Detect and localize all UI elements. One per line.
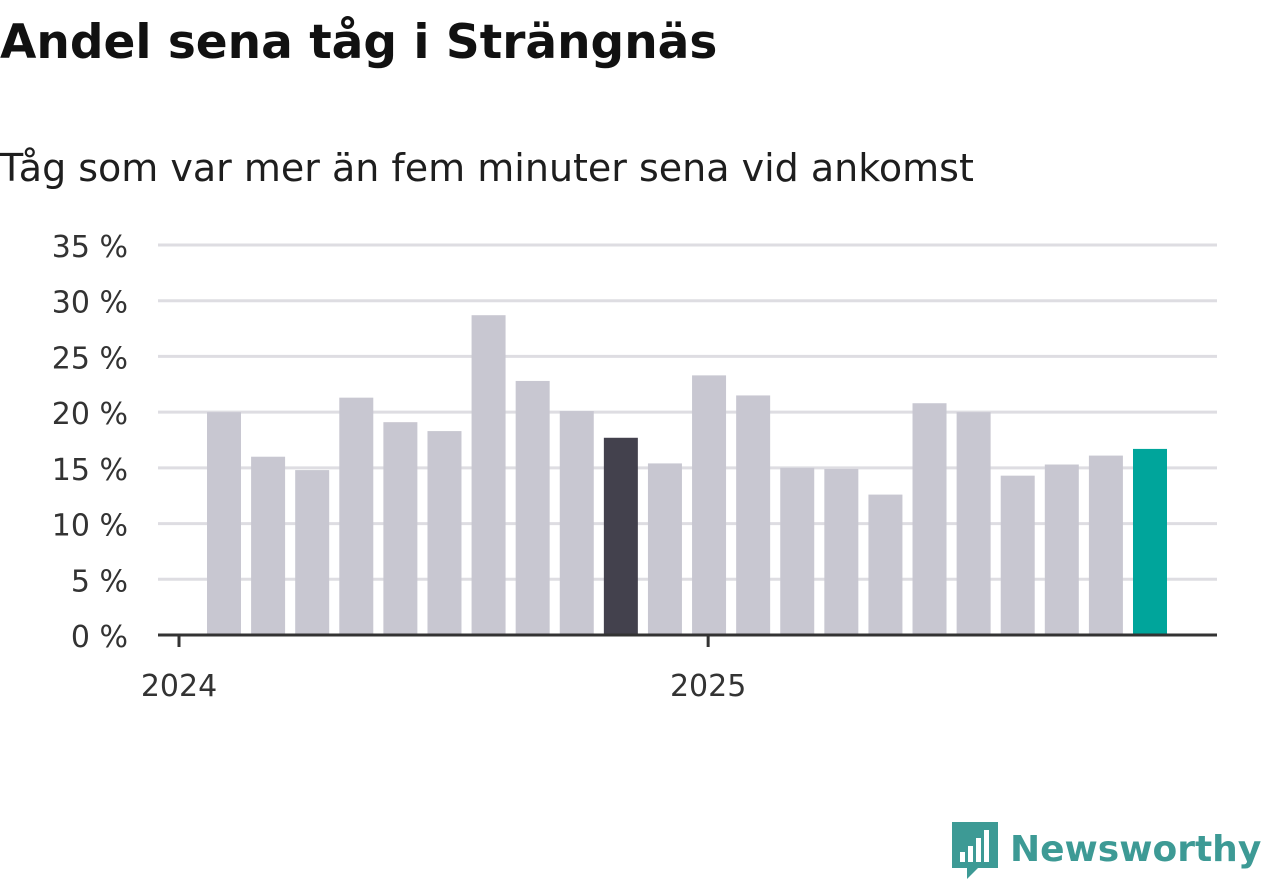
bar-2025-02 xyxy=(780,467,815,635)
y-tick-label: 25 % xyxy=(52,341,128,376)
bar-2025-08 xyxy=(1044,464,1079,635)
bar-2024-10 xyxy=(603,437,638,635)
bar-2024-11 xyxy=(647,463,682,635)
chart-subtitle: Tåg som var mer än fem minuter sena vid … xyxy=(0,146,974,190)
bar-2025-03 xyxy=(824,468,859,635)
bar-2024-04 xyxy=(339,397,374,635)
logo-wordmark: Newsworthy xyxy=(1010,828,1262,870)
bar-2024-12 xyxy=(692,375,727,635)
bar-2025-04 xyxy=(868,494,903,635)
bars xyxy=(207,315,1167,635)
y-tick-label: 20 % xyxy=(52,397,128,432)
y-axis-tick-labels: 0 % 5 % 10 % 15 % 20 % 25 % 30 % 35 % xyxy=(52,230,128,655)
y-tick-label: 30 % xyxy=(52,286,128,321)
bar-2025-01 xyxy=(736,395,771,635)
newsworthy-logo: Newsworthy xyxy=(950,818,1261,880)
grid-lines xyxy=(158,243,1217,581)
x-axis xyxy=(158,633,1217,647)
newsworthy-chart-bubble-icon xyxy=(952,822,998,879)
bar-2024-05 xyxy=(383,422,418,635)
bar-2025-06 xyxy=(956,412,991,635)
chart-title: Andel sena tåg i Strängnäs xyxy=(0,15,718,70)
bar-2025-09 xyxy=(1088,455,1123,635)
x-tick-label: 2025 xyxy=(670,669,746,704)
bar-2024-06 xyxy=(427,431,462,635)
y-tick-label: 35 % xyxy=(52,230,128,265)
bar-2024-03 xyxy=(295,470,330,635)
y-tick-label: 15 % xyxy=(52,453,128,488)
y-tick-label: 0 % xyxy=(71,620,128,655)
bar-2024-02 xyxy=(251,456,286,635)
bar-2025-10 xyxy=(1133,448,1167,635)
bar-2025-07 xyxy=(1000,475,1035,635)
y-tick-label: 10 % xyxy=(52,509,128,544)
bar-2024-09 xyxy=(559,411,594,635)
y-tick-label: 5 % xyxy=(71,564,128,599)
bar-2024-08 xyxy=(515,380,550,635)
bar-2024-07 xyxy=(471,315,506,635)
bar-2024-01 xyxy=(207,412,241,635)
x-axis-tick-labels: 2024 2025 xyxy=(141,669,747,704)
x-tick-label: 2024 xyxy=(141,669,217,704)
bar-2025-05 xyxy=(912,403,947,635)
